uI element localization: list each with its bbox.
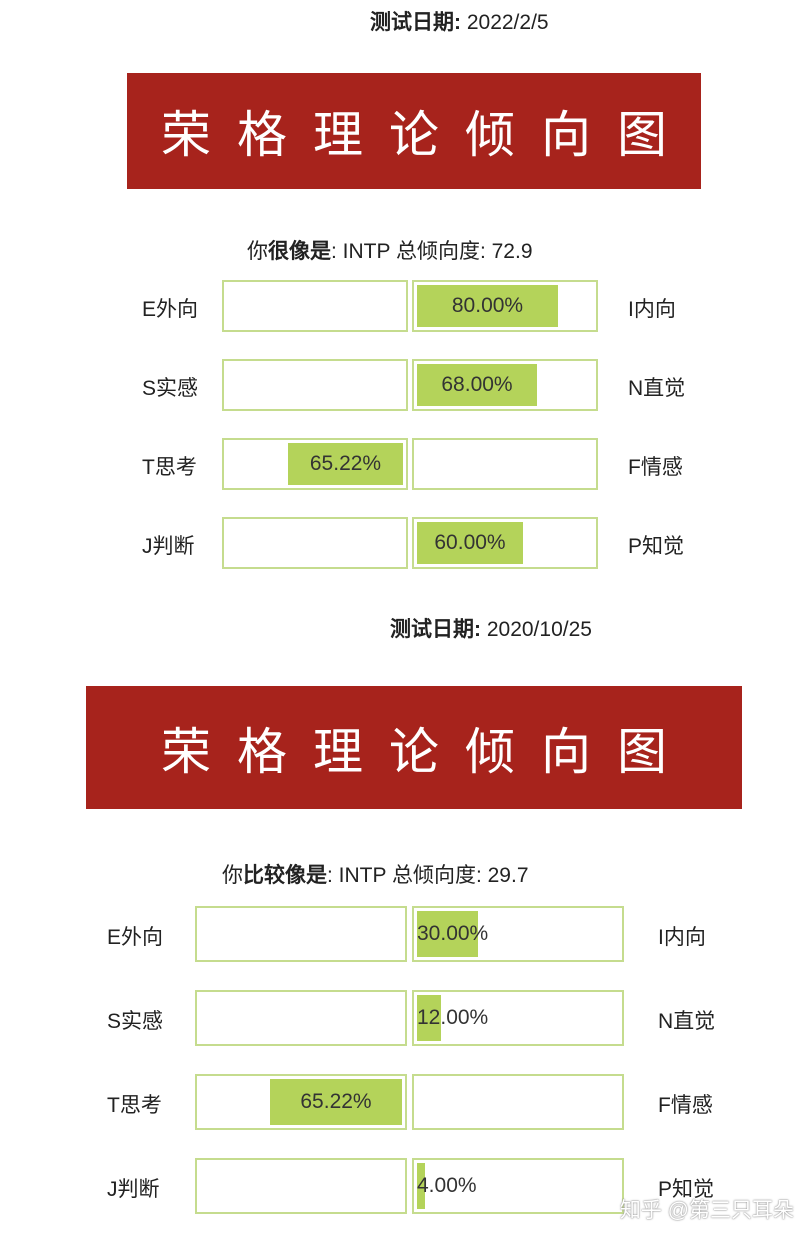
test-date-value-1: 2022/2/5 xyxy=(466,11,549,34)
right-bar-box xyxy=(412,1074,624,1130)
left-bar-box xyxy=(222,517,408,569)
right-bar-box xyxy=(412,438,598,490)
left-bar-box xyxy=(222,359,408,411)
zhihu-watermark: 知乎 @第三只耳朵 xyxy=(619,1199,794,1222)
tendency-percent-label: 65.22% xyxy=(300,1090,372,1113)
test-date-value-2: 2020/10/25 xyxy=(486,618,592,641)
banner-title-1: 荣格理论倾向图 xyxy=(161,106,693,164)
left-trait-label: T思考 xyxy=(107,1094,162,1117)
tendency-bar-fill xyxy=(288,443,403,485)
summary-strong-1: 很像是 xyxy=(268,240,331,263)
left-trait-label: T思考 xyxy=(142,456,197,479)
summary-strong-2: 比较像是 xyxy=(243,864,327,887)
left-trait-label: J判断 xyxy=(107,1178,160,1201)
right-trait-label: I内向 xyxy=(658,926,706,949)
left-trait-label: S实感 xyxy=(142,377,199,400)
summary-prefix-2: 你 xyxy=(222,864,243,887)
banner-title-2: 荣格理论倾向图 xyxy=(161,722,693,781)
right-bar-box: 80.00% xyxy=(412,280,598,332)
left-trait-label: J判断 xyxy=(142,535,195,558)
summary-rest-2: : INTP 总倾向度: 29.7 xyxy=(327,864,529,887)
result-summary-2: 你比较像是: INTP 总倾向度: 29.7 xyxy=(222,859,529,889)
test-date-label-1: 测试日期: xyxy=(370,11,461,34)
tendency-bar-fill xyxy=(417,995,441,1041)
left-bar-box: 65.22% xyxy=(195,1074,407,1130)
tendency-percent-label: 65.22% xyxy=(309,452,382,475)
tendency-percent-label: 80.00% xyxy=(451,294,524,317)
tendency-bar-fill xyxy=(417,1163,425,1209)
tendency-bar-fill xyxy=(417,364,537,406)
summary-prefix-1: 你 xyxy=(247,240,268,263)
tendency-bar-fill xyxy=(270,1079,402,1125)
right-trait-label: P知觉 xyxy=(628,535,685,558)
right-trait-label: N直觉 xyxy=(628,377,686,400)
summary-rest-1: : INTP 总倾向度: 72.9 xyxy=(331,240,533,263)
left-trait-label: S实感 xyxy=(107,1010,164,1033)
left-bar-box xyxy=(222,280,408,332)
right-bar-box: 60.00% xyxy=(412,517,598,569)
right-bar-box: 30.00% xyxy=(412,906,624,962)
left-trait-label: E外向 xyxy=(107,926,164,949)
left-bar-box: 65.22% xyxy=(222,438,408,490)
right-trait-label: I内向 xyxy=(628,298,676,321)
test-date-1: 测试日期: 2022/2/5 xyxy=(370,6,549,36)
right-bar-box: 68.00% xyxy=(412,359,598,411)
tendency-bar-fill xyxy=(417,285,558,327)
tendency-percent-label: 30.00% xyxy=(417,922,489,945)
right-trait-label: F情感 xyxy=(658,1094,713,1117)
left-bar-box xyxy=(195,906,407,962)
test-date-label-2: 测试日期: xyxy=(390,618,481,641)
left-bar-box xyxy=(195,1158,407,1214)
tendency-percent-label: 12.00% xyxy=(417,1006,489,1029)
tendency-percent-label: 68.00% xyxy=(441,373,513,396)
tendency-percent-label: 4.00% xyxy=(417,1174,477,1197)
tendency-bar-fill xyxy=(417,522,523,564)
jung-banner-2: 荣格理论倾向图 xyxy=(86,686,742,809)
tendency-percent-label: 60.00% xyxy=(434,531,506,554)
right-bar-box: 4.00% xyxy=(412,1158,624,1214)
jung-banner-1: 荣格理论倾向图 xyxy=(127,73,701,189)
left-bar-box xyxy=(195,990,407,1046)
left-trait-label: E外向 xyxy=(142,298,199,321)
test-date-2: 测试日期: 2020/10/25 xyxy=(390,613,592,643)
result-summary-1: 你很像是: INTP 总倾向度: 72.9 xyxy=(247,235,533,265)
right-trait-label: P知觉 xyxy=(658,1178,715,1201)
right-trait-label: N直觉 xyxy=(658,1010,716,1033)
tendency-bar-fill xyxy=(417,911,478,957)
right-bar-box: 12.00% xyxy=(412,990,624,1046)
right-trait-label: F情感 xyxy=(628,456,683,479)
